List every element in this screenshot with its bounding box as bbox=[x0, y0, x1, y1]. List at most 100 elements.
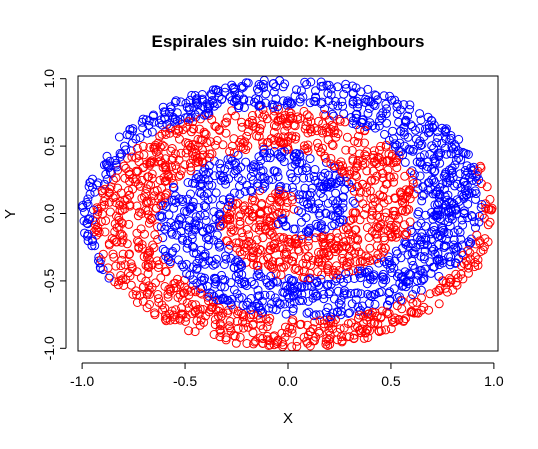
point-red bbox=[248, 251, 258, 261]
point-red bbox=[299, 267, 309, 277]
point-blue bbox=[413, 209, 423, 219]
point-blue bbox=[456, 155, 466, 165]
point-red bbox=[407, 307, 417, 317]
point-red bbox=[463, 246, 473, 256]
point-red bbox=[408, 179, 418, 189]
point-red bbox=[384, 171, 394, 181]
point-red bbox=[173, 124, 183, 134]
point-blue bbox=[463, 150, 473, 159]
point-red bbox=[398, 205, 407, 215]
point-blue bbox=[188, 241, 197, 251]
point-red bbox=[237, 249, 247, 259]
point-red bbox=[368, 166, 378, 176]
point-red bbox=[280, 249, 289, 259]
point-blue bbox=[169, 183, 179, 193]
point-blue bbox=[163, 252, 173, 262]
point-red bbox=[328, 270, 338, 280]
point-red bbox=[485, 194, 495, 204]
point-red bbox=[389, 177, 398, 187]
point-blue bbox=[288, 284, 298, 294]
point-red bbox=[372, 233, 382, 243]
point-red bbox=[359, 210, 369, 220]
point-blue bbox=[100, 179, 109, 189]
point-red bbox=[328, 141, 338, 151]
point-blue bbox=[411, 134, 421, 144]
point-red bbox=[148, 240, 158, 250]
point-red bbox=[192, 316, 202, 326]
point-blue bbox=[351, 110, 361, 119]
point-blue bbox=[162, 221, 172, 231]
point-red bbox=[385, 215, 395, 225]
point-red bbox=[243, 322, 253, 332]
point-blue bbox=[407, 122, 417, 131]
point-blue bbox=[82, 231, 92, 241]
point-blue bbox=[166, 257, 175, 267]
point-blue bbox=[315, 203, 325, 213]
point-red bbox=[253, 248, 263, 257]
point-red bbox=[139, 162, 148, 172]
point-blue bbox=[158, 102, 168, 112]
point-blue bbox=[171, 243, 181, 253]
point-red bbox=[249, 260, 258, 270]
point-red bbox=[186, 166, 196, 176]
point-blue bbox=[318, 193, 328, 202]
point-blue bbox=[414, 270, 423, 280]
point-blue bbox=[369, 99, 379, 109]
point-blue bbox=[226, 300, 236, 310]
point-blue bbox=[441, 134, 451, 144]
point-red bbox=[225, 213, 235, 223]
point-blue bbox=[268, 304, 278, 314]
point-red bbox=[361, 251, 371, 261]
point-red bbox=[229, 134, 239, 144]
point-blue bbox=[219, 260, 229, 269]
point-blue bbox=[347, 299, 357, 309]
point-blue bbox=[341, 84, 351, 93]
point-blue bbox=[280, 147, 289, 157]
point-blue bbox=[289, 151, 299, 161]
point-red bbox=[347, 318, 356, 328]
point-red bbox=[177, 295, 187, 305]
point-red bbox=[168, 179, 178, 188]
point-blue bbox=[449, 244, 459, 254]
point-red bbox=[248, 310, 258, 320]
point-red bbox=[359, 333, 369, 343]
point-red bbox=[274, 186, 284, 196]
point-red bbox=[207, 115, 217, 125]
point-blue bbox=[83, 236, 93, 246]
point-red bbox=[134, 237, 144, 247]
point-red bbox=[377, 306, 387, 316]
point-blue bbox=[149, 110, 158, 120]
point-blue bbox=[191, 212, 201, 222]
point-red bbox=[251, 243, 261, 252]
point-red bbox=[116, 271, 126, 280]
point-blue bbox=[439, 228, 449, 238]
point-red bbox=[112, 237, 122, 247]
point-red bbox=[198, 150, 208, 160]
point-red bbox=[145, 142, 155, 152]
point-blue bbox=[444, 165, 454, 175]
point-red bbox=[117, 237, 127, 247]
point-blue bbox=[246, 305, 256, 315]
point-red bbox=[161, 267, 171, 277]
point-red bbox=[448, 285, 458, 295]
point-red bbox=[210, 315, 220, 324]
point-blue bbox=[388, 126, 398, 136]
point-red bbox=[362, 166, 372, 176]
point-red bbox=[300, 244, 310, 254]
point-red bbox=[262, 114, 272, 124]
point-blue bbox=[301, 213, 311, 223]
point-red bbox=[333, 233, 343, 243]
point-blue bbox=[295, 296, 305, 306]
point-red bbox=[270, 140, 280, 150]
point-blue bbox=[385, 287, 395, 297]
point-red bbox=[323, 135, 333, 145]
y-tick-label: 1.0 bbox=[41, 69, 57, 89]
point-red bbox=[266, 245, 275, 255]
point-blue bbox=[240, 186, 250, 196]
point-blue bbox=[423, 112, 433, 122]
point-red bbox=[301, 254, 311, 264]
point-blue bbox=[467, 166, 477, 176]
point-red bbox=[372, 159, 382, 168]
point-red bbox=[137, 193, 147, 203]
point-blue bbox=[310, 175, 320, 185]
